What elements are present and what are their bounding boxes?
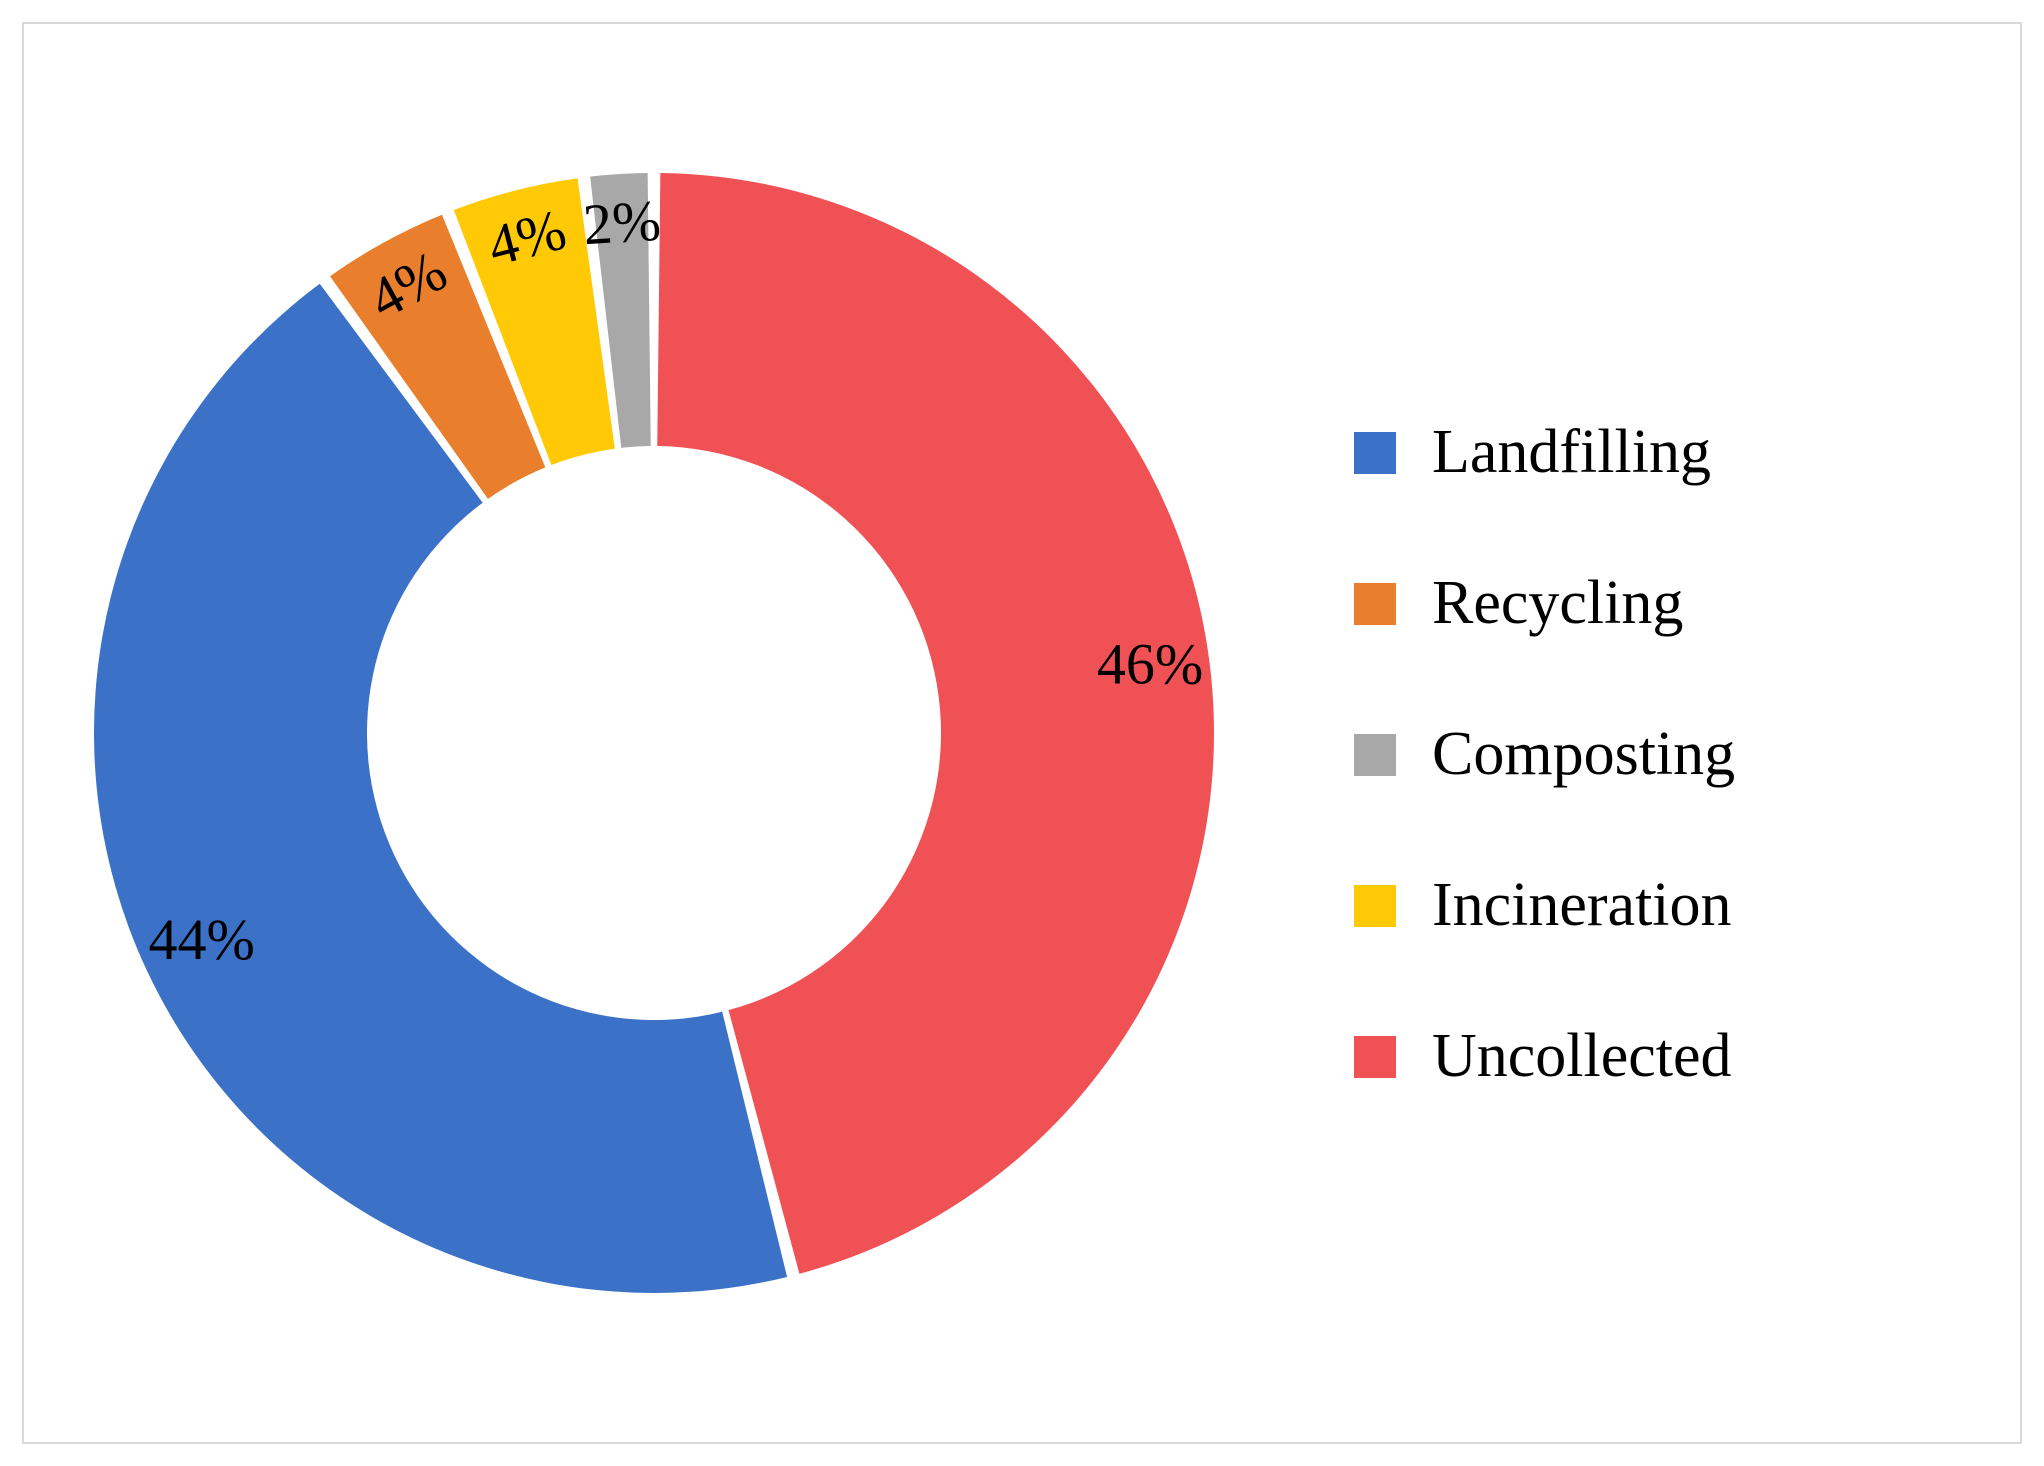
slice-label: 44% [148,907,254,972]
legend-swatch [1354,1036,1396,1078]
legend-item: Recycling [1354,568,1735,639]
chart-panel: 46%44%4%4%2% LandfillingRecyclingCompost… [22,22,2022,1444]
legend-label: Incineration [1432,870,1732,941]
slice-label: 2% [581,188,662,258]
donut-chart: 46%44%4%4%2% [74,153,1234,1313]
legend: Landfilling Recycling Composting Incinerati… [1354,417,1735,1092]
legend-item: Uncollected [1354,1021,1735,1092]
legend-label: Landfilling [1432,417,1711,488]
legend-item: Incineration [1354,870,1735,941]
legend-item: Landfilling [1354,417,1735,488]
page-frame: 46%44%4%4%2% LandfillingRecyclingCompost… [0,0,2044,1466]
legend-item: Composting [1354,719,1735,790]
legend-label: Composting [1432,719,1735,790]
legend-swatch [1354,583,1396,625]
legend-swatch [1354,734,1396,776]
legend-label: Recycling [1432,568,1683,639]
legend-swatch [1354,432,1396,474]
donut-svg: 46%44%4%4%2% [74,153,1234,1313]
legend-label: Uncollected [1432,1021,1732,1092]
legend-swatch [1354,885,1396,927]
slice-label: 46% [1097,632,1203,697]
